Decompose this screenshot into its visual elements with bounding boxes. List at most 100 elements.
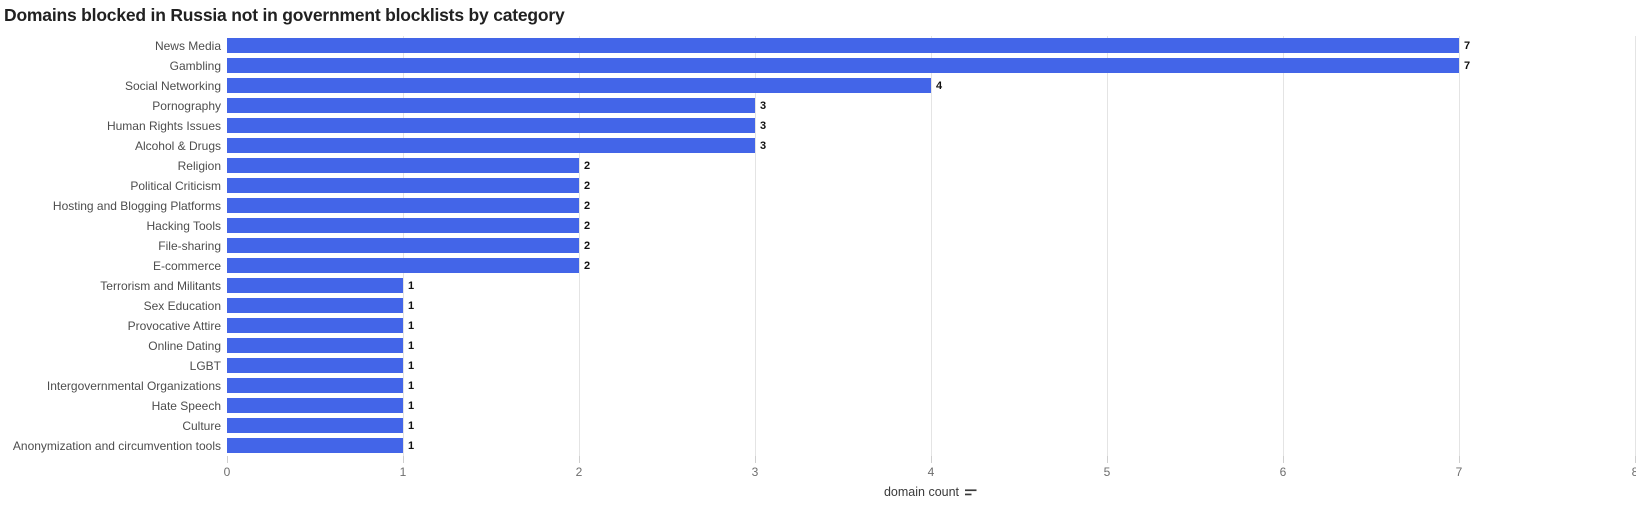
value-label: 1	[408, 360, 415, 372]
value-label: 3	[760, 120, 767, 132]
bar	[227, 298, 403, 313]
value-label: 7	[1464, 40, 1471, 52]
tick-mark	[1459, 456, 1460, 463]
bar-row: Gambling 7	[0, 56, 1636, 76]
bar	[227, 358, 403, 373]
value-label: 2	[584, 200, 591, 212]
category-label: Hate Speech	[151, 399, 221, 413]
value-label: 1	[408, 400, 415, 412]
gridline	[1459, 36, 1460, 457]
value-label: 2	[584, 220, 591, 232]
category-label: Terrorism and Militants	[100, 279, 221, 293]
category-label: Pornography	[152, 99, 221, 113]
category-label: Social Networking	[124, 79, 221, 93]
value-label: 2	[584, 260, 591, 272]
value-label: 1	[408, 380, 415, 392]
tick-mark	[227, 456, 228, 463]
bar-row: Intergovernmental Organizations 1	[0, 376, 1636, 396]
tick-label: 1	[399, 465, 407, 479]
category-label: Alcohol & Drugs	[134, 139, 221, 153]
value-label: 1	[408, 340, 415, 352]
bar-row: News Media 7	[0, 36, 1636, 56]
bar	[227, 438, 403, 453]
bar-row: Sex Education 1	[0, 296, 1636, 316]
category-label: Sex Education	[143, 299, 221, 313]
category-label: Culture	[182, 419, 221, 433]
category-label: Gambling	[169, 59, 221, 73]
bar-row: File-sharing 2	[0, 236, 1636, 256]
bar-row: LGBT 1	[0, 356, 1636, 376]
bar	[227, 78, 931, 93]
bar	[227, 158, 579, 173]
bar-row: Hacking Tools 2	[0, 216, 1636, 236]
tick-label: 8	[1631, 465, 1636, 479]
value-label: 1	[408, 320, 415, 332]
tick-label: 3	[751, 465, 759, 479]
bar-row: Human Rights Issues 3	[0, 116, 1636, 136]
category-label: Human Rights Issues	[106, 119, 221, 133]
bar	[227, 238, 579, 253]
tick-label: 7	[1455, 465, 1463, 479]
bar-row: Provocative Attire 1	[0, 316, 1636, 336]
bar-row: Culture 1	[0, 416, 1636, 436]
x-axis-title-text: domain count	[883, 485, 960, 499]
category-label: Religion	[177, 159, 221, 173]
category-label: LGBT	[189, 359, 221, 373]
tick-label: 2	[575, 465, 583, 479]
value-label: 1	[408, 420, 415, 432]
bar	[227, 398, 403, 413]
gridline	[579, 36, 580, 457]
value-label: 2	[584, 240, 591, 252]
category-label: Online Dating	[148, 339, 221, 353]
bar	[227, 218, 579, 233]
category-label: Political Criticism	[130, 179, 221, 193]
x-axis-title: domain count	[227, 485, 1635, 499]
bar-row: Religion 2	[0, 156, 1636, 176]
tick-mark	[755, 456, 756, 463]
bar	[227, 318, 403, 333]
tick-label: 0	[223, 465, 231, 479]
bar	[227, 118, 755, 133]
bar	[227, 178, 579, 193]
bar-row: Terrorism and Militants 1	[0, 276, 1636, 296]
bar-row: E-commerce 2	[0, 256, 1636, 276]
gridline	[1283, 36, 1284, 457]
category-label: Hosting and Blogging Platforms	[52, 199, 221, 213]
bar	[227, 198, 579, 213]
bar-row: Hosting and Blogging Platforms 2	[0, 196, 1636, 216]
value-label: 3	[760, 100, 767, 112]
value-label: 2	[584, 180, 591, 192]
bar	[227, 278, 403, 293]
bar-row: Anonymization and circumvention tools 1	[0, 436, 1636, 456]
category-label: E-commerce	[152, 259, 221, 273]
chart-title: Domains blocked in Russia not in governm…	[4, 5, 565, 25]
value-label: 4	[936, 80, 943, 92]
bar	[227, 258, 579, 273]
bar	[227, 98, 755, 113]
value-label: 7	[1464, 60, 1471, 72]
value-label: 2	[584, 160, 591, 172]
bar	[227, 58, 1459, 73]
bar-row: Pornography 3	[0, 96, 1636, 116]
value-label: 1	[408, 440, 415, 452]
bar-row: Social Networking 4	[0, 76, 1636, 96]
bar	[227, 378, 403, 393]
tick-mark	[1107, 456, 1108, 463]
tick-mark	[579, 456, 580, 463]
bar	[227, 418, 403, 433]
tick-label: 4	[927, 465, 935, 479]
category-label: Provocative Attire	[127, 319, 221, 333]
category-label: Intergovernmental Organizations	[46, 379, 221, 393]
tick-mark	[931, 456, 932, 463]
bar	[227, 338, 403, 353]
bar-row: Online Dating 1	[0, 336, 1636, 356]
bar	[227, 38, 1459, 53]
category-label: Anonymization and circumvention tools	[12, 439, 221, 453]
gridline	[1107, 36, 1108, 457]
sort-descending-icon[interactable]	[965, 487, 978, 498]
tick-label: 6	[1279, 465, 1287, 479]
value-label: 1	[408, 280, 415, 292]
tick-label: 5	[1103, 465, 1111, 479]
